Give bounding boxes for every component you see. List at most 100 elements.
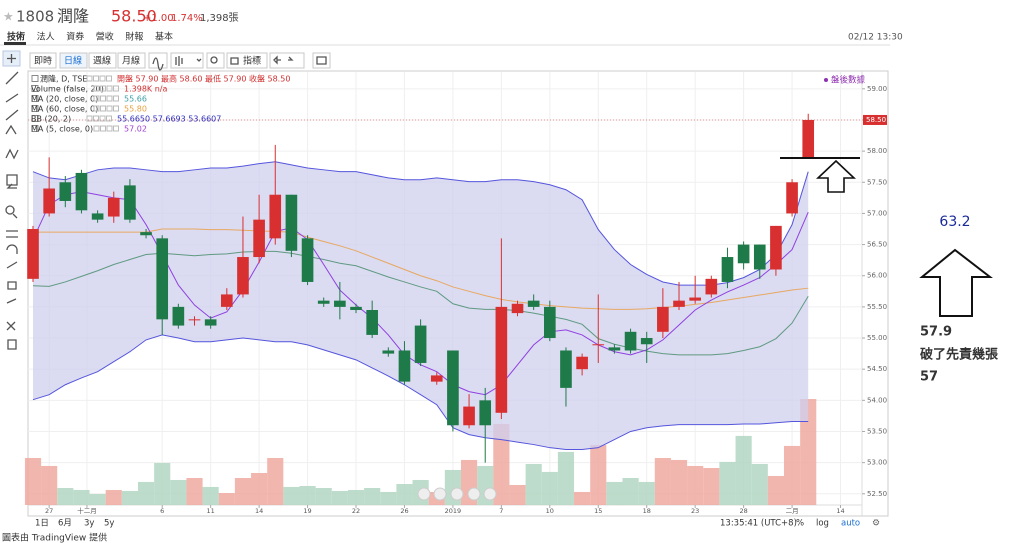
scale-option[interactable]: % [796, 519, 804, 529]
tab[interactable]: 法人 [37, 31, 55, 43]
volume-bar [622, 478, 639, 505]
candle-body [253, 219, 265, 258]
volume-bar [703, 467, 720, 505]
tabs: 技術 法人 資券 營收 財報 基本 [7, 31, 173, 43]
legend-collapse[interactable] [31, 115, 39, 122]
legend-icon[interactable] [100, 105, 106, 112]
legend-icon[interactable] [100, 85, 106, 92]
volume-bar [767, 475, 784, 505]
legend-icon[interactable] [93, 125, 100, 132]
scale-option[interactable]: auto [841, 519, 860, 529]
volume-bar [557, 451, 575, 505]
legend-icon[interactable] [106, 125, 113, 132]
tool-icon [7, 54, 16, 63]
toolbar-label[interactable]: 週線 [93, 55, 111, 67]
button[interactable] [269, 52, 305, 69]
y-tick-label: 58.00 [867, 147, 887, 155]
candle-body [608, 347, 621, 351]
toolbar-label[interactable]: 指標 [243, 55, 261, 67]
tab[interactable]: 基本 [155, 31, 173, 43]
drawings [417, 157, 860, 501]
volume-bar [89, 494, 106, 505]
volume-bar [364, 488, 381, 505]
legend-icon[interactable] [93, 115, 99, 122]
tab[interactable]: 營收 [96, 31, 114, 43]
range-button[interactable]: 1日 [35, 519, 49, 529]
button[interactable] [206, 52, 225, 69]
after-hours[interactable]: 盤後數據 [831, 75, 866, 86]
button[interactable] [312, 52, 331, 69]
legend-collapse[interactable] [31, 75, 39, 82]
legend-label: MA (60, close, 0) [31, 105, 98, 114]
button-active[interactable] [59, 52, 88, 69]
volume-bar [783, 445, 801, 505]
legend-collapse[interactable] [31, 125, 39, 132]
legend-icon[interactable] [113, 105, 119, 112]
legend-values: 57.02 [124, 125, 147, 134]
button[interactable] [117, 52, 146, 69]
legend-icon[interactable] [93, 85, 100, 92]
range-button[interactable]: 3y [84, 519, 94, 529]
y-tick-label: 55.00 [867, 334, 887, 342]
tab-active [4, 42, 26, 45]
tab[interactable]: 資券 [66, 31, 84, 43]
legend-icon[interactable] [106, 105, 113, 112]
volume-bar [267, 457, 284, 505]
y-tick-label: 56.50 [867, 241, 887, 249]
volume-bar [202, 486, 219, 505]
legend-icon[interactable] [86, 75, 93, 82]
legend-icon[interactable] [100, 125, 106, 132]
legend-icon[interactable] [106, 115, 112, 122]
x-tick-label: 26 [400, 507, 408, 515]
legend-values: 開盤 57.90 最高 58.60 最低 57.90 收盤 58.50 [117, 74, 290, 84]
x-tick-label: 19 [303, 507, 311, 515]
legend-values: 55.66 [124, 95, 147, 104]
button[interactable] [29, 52, 57, 69]
legend-collapse[interactable] [31, 105, 39, 112]
candle-body [140, 232, 152, 236]
legend-icon[interactable] [99, 115, 106, 122]
scale-option[interactable]: log [816, 519, 829, 529]
candle-body [220, 294, 233, 307]
range-button[interactable]: 6月 [58, 519, 72, 529]
candle-body [689, 297, 701, 301]
toolbar-label[interactable]: 日線 [64, 55, 82, 67]
chart-toolbar: 即時 日線 週線 月線 指標 [29, 52, 331, 71]
nav-buttons[interactable] [417, 487, 497, 501]
legend-collapse[interactable] [31, 85, 39, 92]
legend-icon[interactable] [93, 75, 99, 82]
legend-icon[interactable] [106, 95, 113, 102]
volume-bar [73, 489, 90, 505]
button[interactable] [88, 52, 117, 69]
volume-bar [186, 478, 203, 505]
x-tick-label: 10 [546, 507, 554, 515]
legend-icon[interactable] [93, 105, 100, 112]
legend-icon[interactable] [99, 75, 106, 82]
range-button[interactable]: 5y [104, 519, 114, 529]
candle-body [560, 350, 572, 388]
candle-body [285, 194, 298, 251]
tab[interactable]: 技術 [7, 31, 25, 43]
tool-icons[interactable] [5, 71, 19, 350]
legend-icon[interactable] [100, 95, 106, 102]
toolbar-label[interactable]: 月線 [122, 55, 140, 67]
legend-icon[interactable] [86, 115, 93, 122]
legend-icon[interactable] [113, 125, 119, 132]
y-tick-label: 54.50 [867, 365, 887, 373]
legend-icon[interactable] [106, 85, 113, 92]
settings[interactable]: ⚙ [872, 519, 880, 529]
left-toolbar [2, 50, 21, 350]
candle-body [479, 400, 492, 426]
tab[interactable]: 財報 [125, 31, 143, 43]
toolbar-label[interactable]: 即時 [34, 56, 52, 67]
bottom-bar: 1日 6月 3y 5y% log auto [35, 519, 860, 529]
legend-icon[interactable] [106, 75, 112, 82]
legend-icon[interactable] [93, 95, 100, 102]
legend-icon[interactable] [113, 95, 119, 102]
percent: 1.74% [171, 13, 203, 24]
legend-collapse[interactable] [31, 95, 39, 102]
star[interactable]: ★ [3, 10, 14, 24]
x-tick-label: 22 [352, 507, 360, 515]
legend-icon[interactable] [113, 85, 119, 92]
volume-bar [299, 485, 316, 505]
